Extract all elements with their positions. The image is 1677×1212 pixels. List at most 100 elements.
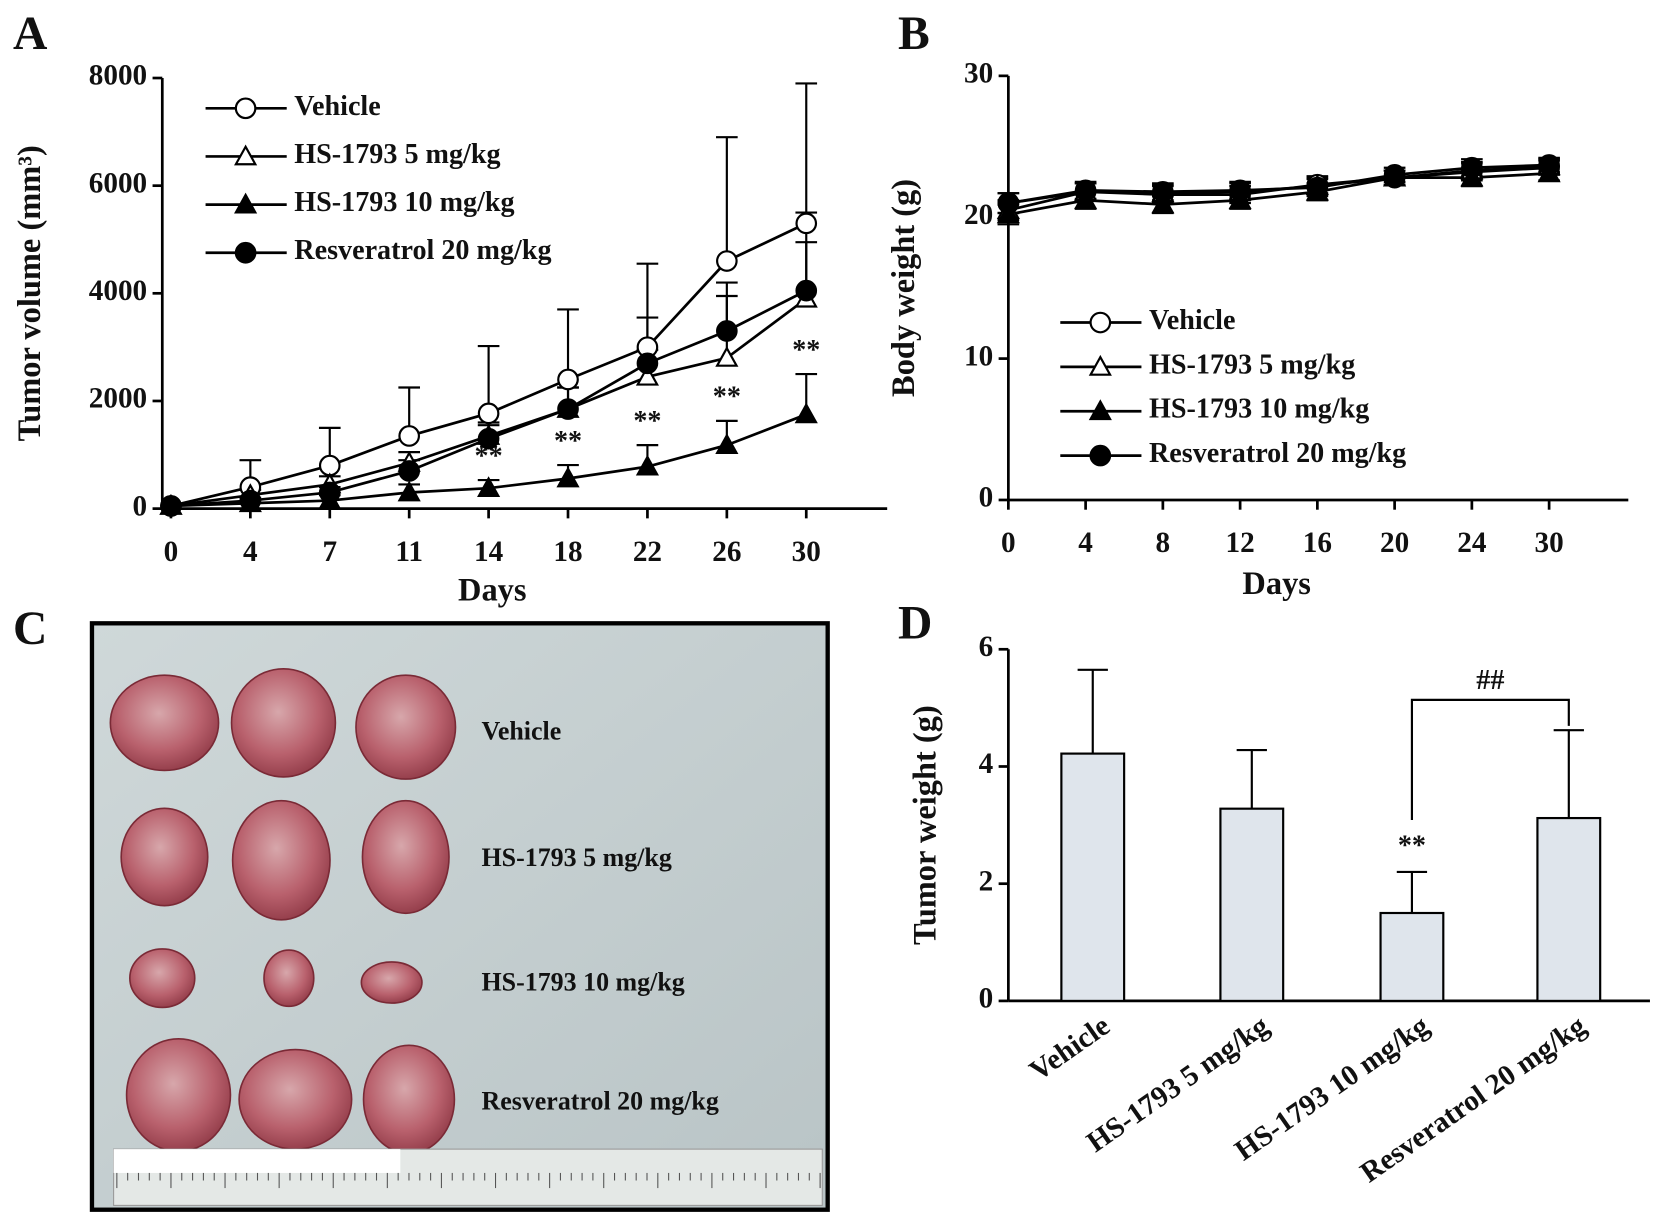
marker [794, 402, 818, 424]
marker [239, 489, 262, 512]
error-bar [795, 82, 818, 224]
marker [557, 398, 579, 420]
legend-marker [234, 97, 257, 120]
marker [635, 364, 660, 386]
marker [1461, 156, 1483, 179]
ruler-ticks [116, 1172, 821, 1189]
x-tick-label: 4 [243, 536, 258, 568]
x-tick-label: 14 [474, 536, 504, 568]
marker [1306, 176, 1329, 199]
marker [1151, 192, 1175, 214]
marker [398, 460, 421, 482]
significance: ** [792, 335, 820, 366]
marker [397, 480, 421, 502]
marker [635, 454, 660, 476]
x-tick-label: 20 [1380, 527, 1409, 559]
x-tick-label: 24 [1457, 527, 1487, 559]
y-tick-label: 10 [964, 340, 993, 372]
legend-marker [1089, 311, 1112, 334]
marker [997, 192, 1020, 214]
marker [1152, 180, 1174, 203]
tumor [120, 807, 209, 907]
y-tick-label: 8000 [89, 60, 147, 92]
marker [1229, 179, 1251, 202]
tumor [125, 1037, 232, 1153]
x-axis-title: Days [1242, 566, 1311, 602]
marker [716, 250, 738, 272]
error-bar [1553, 729, 1584, 819]
panel-label: A [13, 8, 48, 60]
significance: ** [633, 406, 661, 437]
y-axis-title: Body weight (g) [886, 179, 922, 397]
marker [715, 345, 739, 367]
legend-label: HS-1793 5 mg/kg [294, 139, 500, 170]
tumor [231, 799, 331, 921]
tumors [109, 667, 457, 1155]
error-bar [1236, 748, 1267, 809]
legend-label: HS-1793 5 mg/kg [1149, 349, 1355, 380]
series-line [1008, 163, 1550, 205]
marker [398, 425, 421, 447]
legend-marker [234, 192, 258, 214]
tumor [360, 961, 423, 1004]
tumor [263, 949, 315, 1008]
error-bar [716, 136, 738, 262]
panel-label: B [898, 8, 930, 60]
marker [1383, 163, 1406, 186]
marker [795, 279, 818, 302]
tumor [355, 674, 457, 780]
photo-label: HS-1793 10 mg/kg [481, 968, 684, 997]
tumor [109, 674, 220, 772]
marker [716, 320, 738, 342]
marker [477, 427, 500, 450]
tumor [129, 948, 196, 1009]
legend-label: Resveratrol 20 mg/kg [1149, 438, 1406, 469]
legend-marker [234, 144, 258, 166]
y-tick-label: 6 [979, 631, 994, 663]
tumor [361, 799, 450, 915]
marker [557, 368, 579, 391]
photo-labels: Vehicle HS-1793 5 mg/kg HS-1793 10 mg/kg… [481, 717, 718, 1116]
error-bar [1077, 668, 1108, 754]
error-bar [1396, 870, 1428, 913]
marker [715, 433, 739, 454]
tumor [230, 667, 337, 778]
photo-panel: C Vehicle HS-1793 5 mg/kg HS-1793 10 mg/… [13, 603, 830, 1212]
y-tick-label: 30 [964, 58, 993, 90]
tumor [238, 1048, 353, 1150]
x-tick-label: 30 [1535, 527, 1564, 559]
photo-label: Vehicle [481, 717, 561, 746]
marker [477, 476, 501, 498]
y-tick-label: 0 [979, 983, 994, 1015]
x-tick-label: 12 [1226, 527, 1255, 559]
error-bar [477, 344, 500, 414]
legend-marker [1088, 354, 1112, 376]
legend-label: Vehicle [1149, 305, 1235, 336]
y-axis-title: Tumor volume (mm³) [12, 145, 48, 441]
x-tick-label: 22 [633, 536, 662, 568]
x-tick-label: 11 [395, 536, 423, 568]
series-line [1008, 172, 1550, 216]
x-tick-label: 8 [1156, 527, 1171, 559]
legend-marker [234, 241, 257, 264]
y-tick-label: 0 [979, 482, 994, 514]
y-tick-label: 4 [979, 748, 994, 780]
y-tick-label: 4000 [89, 275, 147, 307]
y-tick-label: 0 [133, 490, 148, 522]
y-tick-label: 6000 [89, 167, 147, 199]
x-tick-label: 0 [164, 536, 179, 568]
y-tick-label: 2 [979, 865, 994, 897]
marker [556, 466, 580, 488]
marker [1074, 179, 1097, 202]
x-tick-label: 7 [322, 536, 337, 568]
error-bar [557, 308, 579, 380]
marker [636, 352, 659, 375]
panel-label: D [898, 598, 932, 650]
y-tick-label: 2000 [89, 383, 147, 415]
legend-label: HS-1793 10 mg/kg [1149, 394, 1369, 425]
x-tick-label: 26 [712, 536, 741, 568]
marker [318, 454, 341, 477]
legend-label: HS-1793 10 mg/kg [294, 187, 514, 218]
